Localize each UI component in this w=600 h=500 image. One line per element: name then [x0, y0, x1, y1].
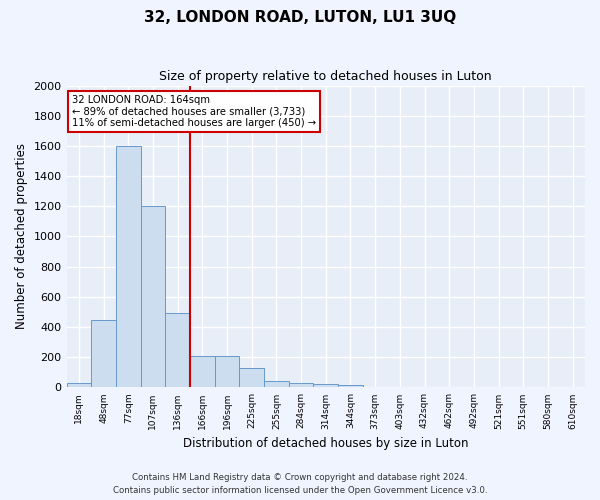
- Bar: [67, 383, 91, 388]
- Text: Contains HM Land Registry data © Crown copyright and database right 2024.
Contai: Contains HM Land Registry data © Crown c…: [113, 474, 487, 495]
- Bar: [313, 384, 338, 388]
- Bar: [91, 320, 116, 388]
- Text: 32 LONDON ROAD: 164sqm
← 89% of detached houses are smaller (3,733)
11% of semi-: 32 LONDON ROAD: 164sqm ← 89% of detached…: [72, 94, 316, 128]
- Bar: [165, 314, 190, 388]
- Text: 32, LONDON ROAD, LUTON, LU1 3UQ: 32, LONDON ROAD, LUTON, LU1 3UQ: [144, 10, 456, 25]
- Title: Size of property relative to detached houses in Luton: Size of property relative to detached ho…: [160, 70, 492, 83]
- Bar: [116, 146, 140, 388]
- Bar: [190, 356, 215, 388]
- Bar: [338, 385, 363, 388]
- Bar: [239, 368, 264, 388]
- Bar: [289, 383, 313, 388]
- Bar: [264, 380, 289, 388]
- Bar: [215, 356, 239, 388]
- Y-axis label: Number of detached properties: Number of detached properties: [15, 144, 28, 330]
- Bar: [140, 206, 165, 388]
- X-axis label: Distribution of detached houses by size in Luton: Distribution of detached houses by size …: [183, 437, 469, 450]
